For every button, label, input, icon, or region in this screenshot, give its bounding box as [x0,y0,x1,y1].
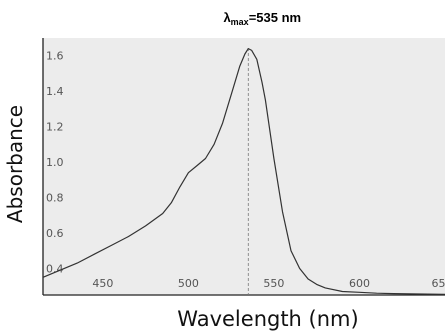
y-tick-label: 1.4 [46,85,64,98]
lambda-subscript: max [231,17,249,27]
lambda-value: =535 nm [249,10,301,25]
plot-area [43,38,445,295]
x-tick-label: 500 [178,277,199,290]
x-tick-label: 550 [263,277,284,290]
x-tick-label: 650 [432,277,445,290]
x-tick-label: 600 [349,277,370,290]
y-tick-label: 1.6 [46,50,64,63]
lambda-symbol: λ [223,10,231,25]
y-tick-label: 1.2 [46,121,64,134]
absorbance-curve [42,48,445,295]
lambda-max-annotation: λmax=535 nm [223,10,301,27]
x-axis-title: Wavelength (nm) [177,307,358,331]
y-tick-label: 0.6 [46,227,64,240]
y-tick-label: 0.4 [46,262,64,275]
x-tick-labels: 450 500 550 600 650 [92,277,445,290]
y-tick-labels: 0.4 0.6 0.8 1.0 1.2 1.4 1.6 [46,50,64,276]
y-axis-title: Absorbance [3,105,27,223]
y-tick-label: 0.8 [46,192,64,205]
y-tick-label: 1.0 [46,156,64,169]
x-tick-label: 450 [92,277,113,290]
